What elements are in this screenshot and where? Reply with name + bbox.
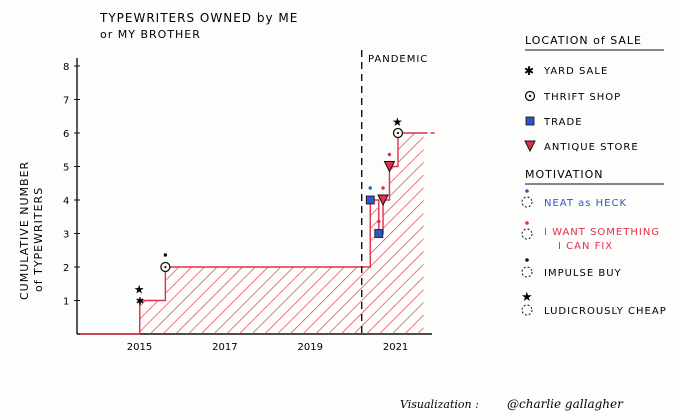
ticks-layer: 1 2 3 4 5 6 7 8 2015 2017 2019 2021 [63,62,408,353]
star-icon: ★ [392,115,403,129]
y-tick-label: 7 [63,96,69,107]
circle-dot-center [396,131,400,135]
chart-title-line1: TYPEWRITERS OWNED by ME [99,11,298,25]
event-marker-thrift [160,253,171,273]
legend-antique-store: ANTIQUE STORE [524,140,639,153]
y-tick-label: 5 [63,163,69,174]
y-axis-label-line2: of TYPEWRITERS [32,187,45,292]
star-icon: ★ [521,290,533,305]
legend-neat: NEAT as HECK [521,189,627,209]
motivation-dot [381,186,385,190]
dashed-circle-icon [521,266,533,278]
square-icon [525,116,535,126]
motivation-dot [163,253,168,257]
y-axis-label-line1: CUMULATIVE NUMBER [18,161,31,300]
square-icon [365,195,375,205]
circle-dot-icon [524,90,536,102]
cumulative-step-line [80,132,424,335]
star-icon: ✱ [136,297,144,308]
event-marker-trade [374,219,384,238]
triangle-icon [383,161,396,173]
legend-impulse-label: IMPULSE BUY [544,268,622,279]
event-marker-yard: ✱★ [134,283,145,308]
triangle-icon [524,140,536,153]
dashed-circle-icon [521,304,533,316]
legend-fix-label-line2: I CAN FIX [558,241,613,252]
y-tick-label: 6 [63,129,69,140]
y-tick-label: 2 [63,263,69,274]
x-tick-label: 2019 [297,342,322,353]
red-dot-icon [525,221,529,225]
square-icon [374,229,384,238]
footer-credit-label: Visualization : [400,398,479,411]
circle-dot-center [528,94,532,98]
pandemic-label: PANDEMIC [368,54,428,65]
legend-impulse: IMPULSE BUY [521,258,622,279]
legend-thrift-shop-label: THRIFT SHOP [543,92,621,103]
legend-yard-sale-label: YARD SALE [543,66,608,77]
legend-motivation-title: MOTIVATION [525,168,603,181]
triangle-icon [377,194,389,207]
legend: LOCATION of SALE ✱ YARD SALE THRIFT SHOP… [521,34,667,317]
legend-antique-store-label: ANTIQUE STORE [544,142,639,153]
dashed-circle-icon [521,196,533,208]
legend-neat-label: NEAT as HECK [544,198,627,209]
legend-cheap: ★ LUDICROUSLY CHEAP [521,290,667,317]
y-tick-label: 1 [63,297,69,308]
dashed-circle-icon [521,228,533,240]
x-tick-label: 2021 [383,342,408,353]
motivation-dot [377,219,381,224]
legend-fix-label-line1: I WANT SOMETHING [544,227,660,238]
legend-location-title: LOCATION of SALE [525,34,642,47]
event-marker-antique [377,186,389,207]
circle-dot-center [164,265,167,269]
y-tick-label: 3 [63,230,69,241]
legend-fix: I WANT SOMETHING I CAN FIX [521,221,660,252]
x-tick-label: 2015 [127,342,152,353]
event-marker-antique [383,152,396,173]
star-icon: ★ [134,283,145,297]
legend-yard-sale: ✱ YARD SALE [524,64,608,78]
event-marker-thrift: ★ [392,115,404,139]
legend-thrift-shop: THRIFT SHOP [524,90,621,103]
x-tick-label: 2017 [212,342,237,353]
plot-layer: ✱★★ [80,50,438,335]
motivation-dot [387,152,392,157]
legend-trade-label: TRADE [543,117,583,128]
y-tick-label: 4 [63,196,69,207]
event-marker-trade [365,186,375,205]
black-dot-icon [525,258,529,262]
blue-dot-icon [525,189,529,193]
legend-cheap-label: LUDICROUSLY CHEAP [544,306,667,317]
motivation-dot [368,186,372,190]
star-icon: ✱ [524,64,534,78]
footer-credit-handle: @charlie gallagher [507,397,624,411]
hatched-area [80,133,424,334]
y-tick-label: 8 [63,62,69,73]
chart-title-line2: or MY BROTHER [100,28,201,41]
legend-trade: TRADE [525,116,583,128]
